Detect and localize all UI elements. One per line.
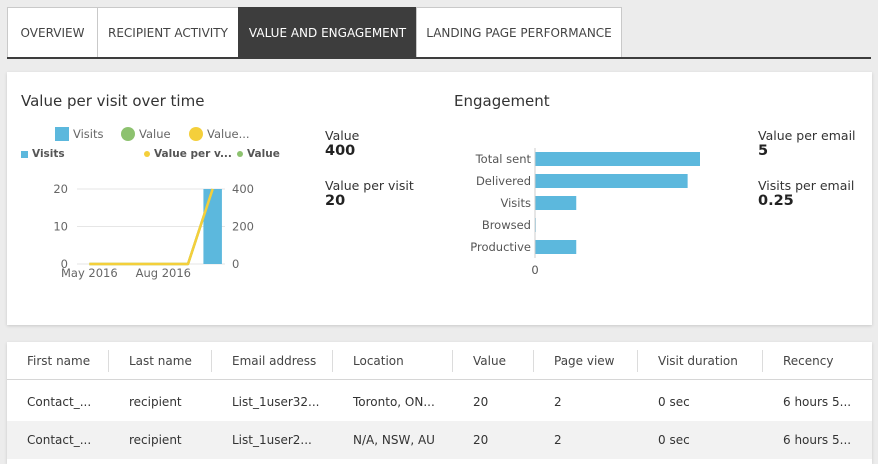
tab-overview[interactable]: OVERVIEW — [7, 7, 97, 58]
y-left-tick-label: 10 — [53, 220, 68, 234]
column-header-location[interactable]: Location — [353, 354, 404, 368]
sub-legend-value-per-visit: Value per v... — [144, 148, 232, 160]
value-per-visit-small-swatch-icon — [144, 151, 150, 157]
cell-location: N/A, NSW, AU — [353, 433, 435, 447]
kpi-visits-per-email-label: Visits per email — [758, 178, 855, 193]
engagement-bar — [535, 196, 577, 210]
sub-legend-value-per-visit-label: Value per v... — [154, 148, 232, 160]
column-divider — [637, 350, 638, 372]
recipients-table: First name Last name Email address Locat… — [7, 342, 872, 464]
table-header-row: First name Last name Email address Locat… — [7, 342, 872, 380]
kpi-value: 400 — [325, 143, 356, 159]
table-row[interactable]: Contact_... recipient List_1user2... N/A… — [7, 421, 872, 459]
column-divider — [452, 350, 453, 372]
cell-recency: 6 hours 5... — [783, 433, 852, 447]
visits-small-swatch-icon — [21, 150, 28, 158]
table-row[interactable]: Contact_... recipient List_1user32... To… — [7, 383, 872, 421]
engagement-x-tick-label: 0 — [531, 263, 538, 277]
engagement-bar — [535, 152, 700, 166]
sub-legend-value-label: Value — [247, 148, 280, 160]
kpi-value-per-visit-label: Value per visit — [325, 178, 414, 193]
engagement-title: Engagement — [454, 92, 550, 110]
visits-bar — [203, 189, 222, 264]
cell-last-name: recipient — [129, 433, 182, 447]
tab-underline — [7, 57, 871, 59]
y-right-tick-label: 200 — [232, 220, 254, 234]
cell-visit-duration: 0 sec — [658, 395, 690, 409]
x-tick-label: Aug 2016 — [136, 266, 191, 280]
sub-legend-visits-label: Visits — [32, 148, 65, 160]
engagement-bar — [535, 240, 577, 254]
legend-value-per-visit[interactable]: Value... — [189, 127, 250, 141]
cell-page-view: 2 — [554, 433, 562, 447]
engagement-category-label: Browsed — [482, 218, 531, 232]
kpi-value-per-email: 5 — [758, 143, 769, 159]
column-header-value[interactable]: Value — [473, 354, 506, 368]
report-tabs: OVERVIEW RECIPIENT ACTIVITY VALUE AND EN… — [7, 7, 622, 58]
column-divider — [533, 350, 534, 372]
tab-value-and-engagement[interactable]: VALUE AND ENGAGEMENT — [238, 7, 416, 58]
cell-first-name: Contact_... — [27, 395, 92, 409]
engagement-category-label: Productive — [470, 240, 531, 254]
engagement-bar — [535, 174, 688, 188]
column-divider — [211, 350, 212, 372]
legend-value[interactable]: Value — [121, 127, 171, 141]
y-left-tick-label: 20 — [53, 182, 68, 196]
y-left-tick-label: 0 — [61, 257, 68, 271]
legend-visits[interactable]: Visits — [55, 127, 104, 141]
sub-legend-visits: Visits — [21, 148, 65, 160]
value-per-visit-line — [89, 188, 214, 266]
value-per-visit-title: Value per visit over time — [21, 92, 205, 110]
cell-last-name: recipient — [129, 395, 182, 409]
tab-landing-page-performance[interactable]: LANDING PAGE PERFORMANCE — [416, 7, 622, 58]
column-header-recency[interactable]: Recency — [783, 354, 834, 368]
y-right-tick-label: 0 — [232, 257, 239, 271]
tab-recipient-activity[interactable]: RECIPIENT ACTIVITY — [97, 7, 238, 58]
cell-recency: 6 hours 5... — [783, 395, 852, 409]
x-tick-label: May 2016 — [61, 266, 118, 280]
column-header-first-name[interactable]: First name — [27, 354, 91, 368]
value-swatch-icon — [121, 127, 135, 141]
column-header-last-name[interactable]: Last name — [129, 354, 192, 368]
value-engagement-card: Value per visit over time Visits Value V… — [7, 72, 872, 325]
kpi-visits-per-email: 0.25 — [758, 193, 794, 209]
visits-swatch-icon — [55, 127, 69, 141]
column-divider — [332, 350, 333, 372]
engagement-category-label: Visits — [501, 196, 532, 210]
sub-legend-value: Value — [237, 148, 280, 160]
engagement-category-label: Total sent — [475, 152, 532, 166]
column-header-page-view[interactable]: Page view — [554, 354, 615, 368]
engagement-chart: Total sent Delivered Visits Browsed Producti… — [470, 148, 700, 277]
legend-value-per-visit-label: Value... — [207, 127, 250, 141]
legend-visits-label: Visits — [73, 127, 104, 141]
cell-location: Toronto, ON... — [353, 395, 435, 409]
column-divider — [762, 350, 763, 372]
kpi-value-per-visit: 20 — [325, 193, 346, 209]
value-small-swatch-icon — [237, 151, 243, 157]
legend-value-label: Value — [139, 127, 171, 141]
cell-first-name: Contact_... — [27, 433, 92, 447]
cell-value: 20 — [473, 433, 489, 447]
engagement-category-label: Delivered — [476, 174, 531, 188]
column-divider — [108, 350, 109, 372]
cell-email-address: List_1user2... — [232, 433, 312, 447]
kpi-value-per-email-label: Value per email — [758, 128, 856, 143]
value-per-visit-swatch-icon — [189, 127, 203, 141]
cell-value: 20 — [473, 395, 489, 409]
column-header-visit-duration[interactable]: Visit duration — [658, 354, 738, 368]
y-right-tick-label: 400 — [232, 182, 254, 196]
cell-visit-duration: 0 sec — [658, 433, 690, 447]
cell-email-address: List_1user32... — [232, 395, 320, 409]
kpi-value-label: Value — [325, 128, 360, 143]
column-header-email-address[interactable]: Email address — [232, 354, 317, 368]
cell-page-view: 2 — [554, 395, 562, 409]
